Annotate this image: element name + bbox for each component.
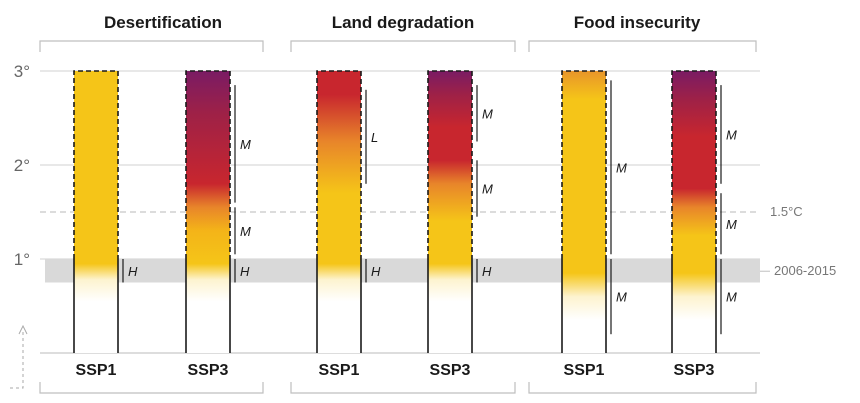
scenario-label: SSP1 [76,362,117,379]
confidence-label: L [371,130,378,145]
axis-arrow-line [10,332,24,389]
scenario-label: SSP3 [430,362,471,379]
confidence-label: M [482,106,493,121]
panel-top-bracket-1 [39,40,264,52]
bar-dashed-outline [671,70,717,259]
panel-bottom-bracket-3 [528,382,757,394]
risk-bar-desertification-ssp3 [186,71,230,353]
risk-bar-food-insecurity-ssp1 [562,71,606,353]
confidence-label: H [240,264,250,279]
bar-dashed-outline [427,70,473,259]
confidence-label: M [240,137,251,152]
panel-bottom-bracket-1 [39,382,264,394]
panel-title-3: Food insecurity [574,13,701,32]
panel-bottom-bracket-2 [290,382,516,394]
axis-arrow-head [18,324,28,335]
baseline-band [45,259,760,283]
panel-title-1: Desertification [104,13,222,32]
scenario-label: SSP1 [319,362,360,379]
risk-bar-desertification-ssp1 [74,71,118,353]
confidence-label: M [726,127,737,142]
panel-top-bracket-3 [528,40,757,52]
confidence-label: M [726,217,737,232]
y-tick-label-3: 3° [14,62,30,81]
confidence-label: H [128,264,138,279]
threshold-label-1-5: 1.5°C [770,204,803,219]
confidence-label: M [726,290,737,305]
confidence-label: M [240,224,251,239]
bar-dashed-outline [316,70,362,259]
y-tick-label-1: 1° [14,250,30,269]
bar-dashed-outline [561,70,607,259]
panel-title-2: Land degradation [332,13,475,32]
y-tick-label-2: 2° [14,156,30,175]
confidence-label: M [482,182,493,197]
risk-bar-land-degradation-ssp1 [317,71,361,353]
confidence-label: H [482,264,492,279]
risk-bar-land-degradation-ssp3 [428,71,472,353]
panel-top-bracket-2 [290,40,516,52]
confidence-label: M [616,160,627,175]
confidence-label: M [616,290,627,305]
confidence-label: H [371,264,381,279]
baseline-band-label: 2006-2015 [774,263,836,278]
bar-dashed-outline [73,70,119,259]
scenario-label: SSP3 [674,362,715,379]
risk-bar-food-insecurity-ssp3 [672,71,716,353]
scenario-label: SSP1 [564,362,605,379]
bar-dashed-outline [185,70,231,259]
scenario-label: SSP3 [188,362,229,379]
